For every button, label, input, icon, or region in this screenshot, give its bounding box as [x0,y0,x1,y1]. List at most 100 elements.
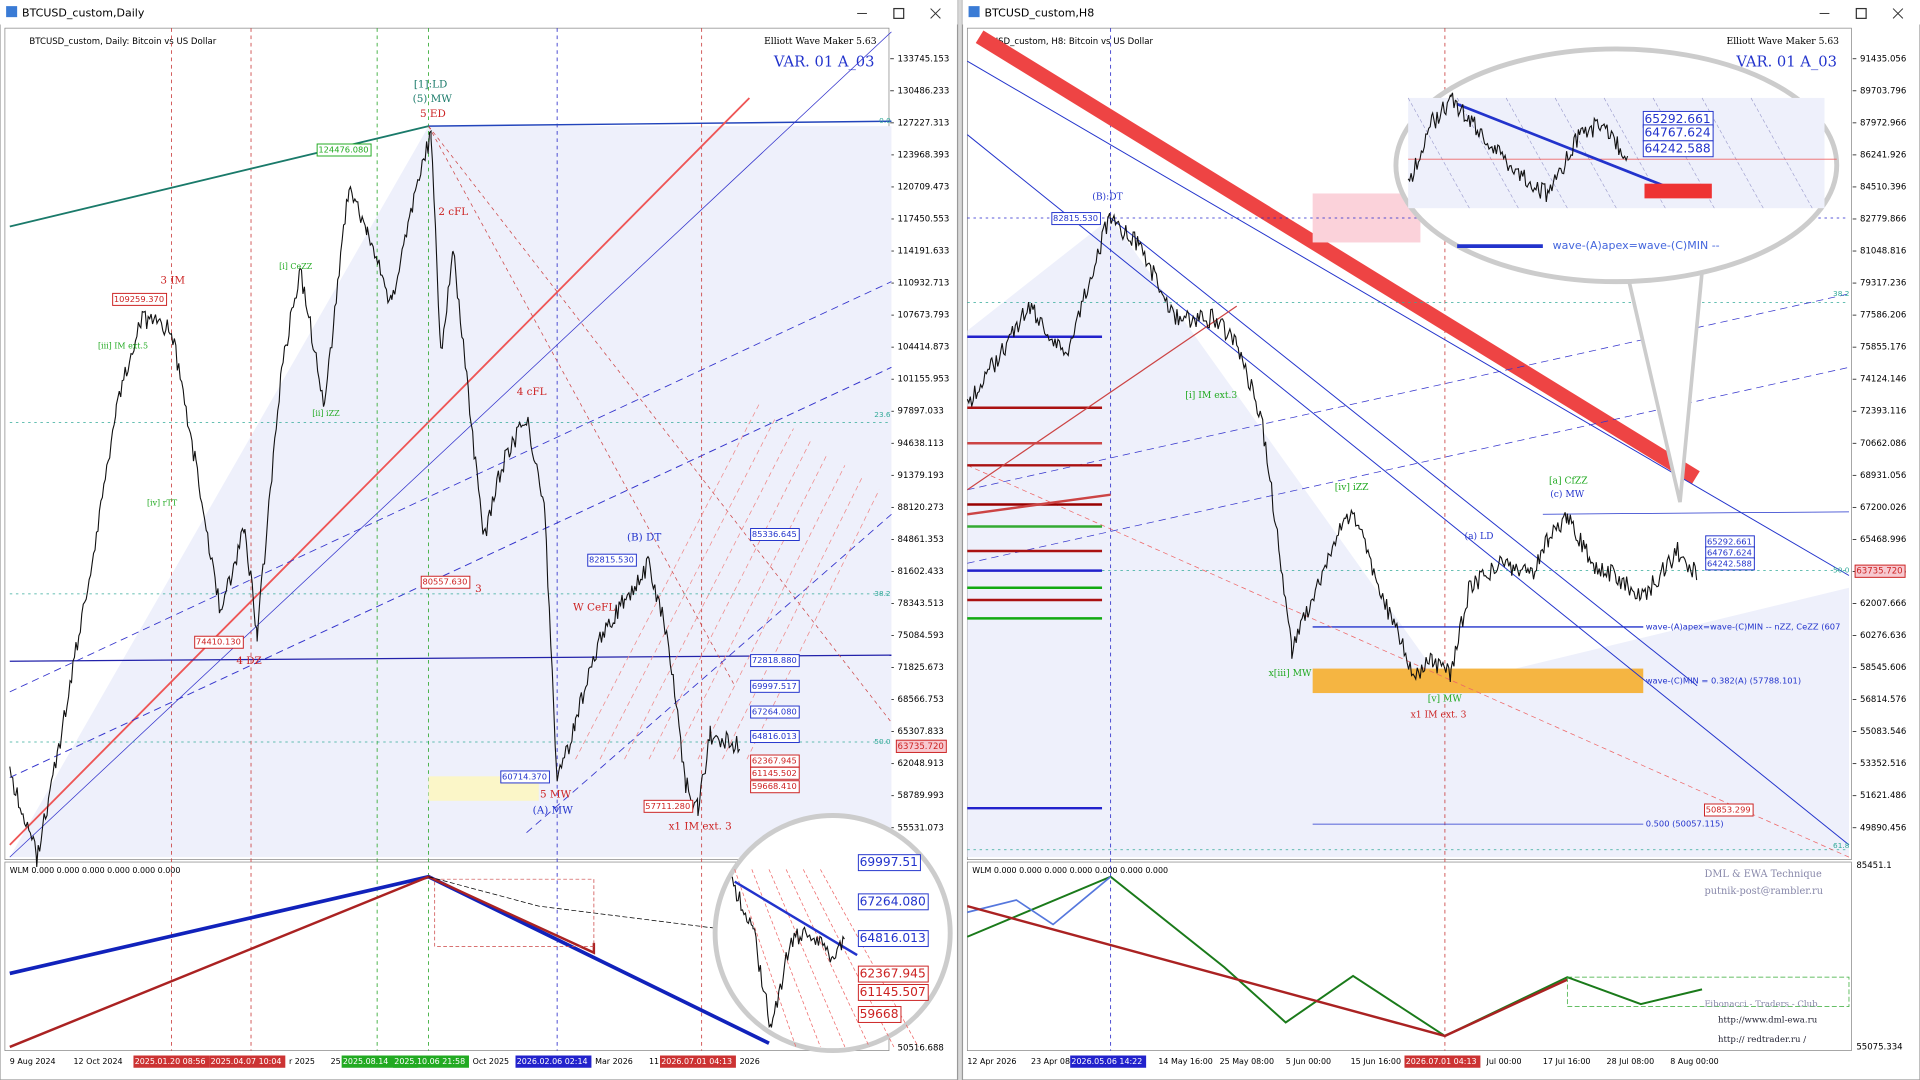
wave-label: [i] CeZZ [279,262,313,271]
price-tick-label: 133745.153 [898,54,950,64]
max-button[interactable] [893,7,905,19]
chart-line [1110,217,1698,687]
price-box: 80557.630 [420,575,471,589]
price-box-text: 64816.013 [752,731,797,741]
price-box-text: 62367.945 [752,756,797,766]
chart-line [746,489,880,760]
price-box-frame [750,730,800,744]
chart-line [1554,97,1617,209]
title-bar [962,0,1920,25]
date-tick-label: 2025.04.07 10:04 [211,1057,282,1066]
wave-label: [iv] iZZ [1335,482,1369,493]
price-box-frame [750,654,800,668]
indicator-box [1566,976,1850,1007]
price-box-text: 124476.080 [318,145,368,155]
chart-line [1542,511,1849,515]
price-tick-label: 91379.193 [898,471,944,481]
magnified-price-box-frame [857,930,929,948]
price-tick-label: 79317.236 [1860,279,1906,289]
chart-line [526,513,892,833]
date-tick-label: 2026.07.01 04:13 [1406,1057,1477,1066]
date-tick-label: Oct 2025 [473,1057,509,1066]
price-box: 124476.080 [316,143,372,157]
price-box: 69997.517 [750,679,800,693]
price-tick-label: 62007.666 [1860,599,1906,609]
indicator-line [966,875,1703,1038]
chart-line [673,452,829,760]
chart-line [575,403,760,760]
credit-text: DML & EWA Technique [1704,869,1821,880]
variant-label: VAR. 01 A_03 [1735,53,1837,70]
current-price: 63735.720 [1854,564,1906,578]
fib-level: 38.2 [1833,289,1849,298]
indicator-label: WLM 0.000 0.000 0.000 0.000 0.000 0.000 [10,866,181,875]
price-box-frame [643,799,694,813]
magnified-price-box: 69997.51 [857,854,921,872]
chart-line [1456,97,1519,209]
price-box-text: 72818.880 [752,655,797,665]
price-box-frame [1705,557,1755,571]
max-button[interactable] [1855,7,1867,19]
price-tick-label: 72393.116 [1860,407,1906,417]
fib-level: 61.8 [1833,841,1850,850]
price-tick-label: 84861.353 [898,535,944,545]
price-box: 74410.130 [194,635,244,649]
date-tick-label: 25 [331,1057,341,1066]
date-tick-label: 8 Aug 00:00 [1670,1057,1718,1066]
fib-level: 0.0 [879,116,891,125]
price-box-text: 67264.080 [752,707,797,717]
wave-label: 5 ED [420,108,446,120]
price-box-text: 65292.661 [1707,536,1752,546]
indicator-tick-label: 50516.688 [898,1044,944,1054]
price-box: 61145.502 [750,766,800,780]
price-tick-label: 130486.233 [898,86,950,96]
date-tick-label: 2026 [740,1057,760,1066]
chart-line [1750,97,1813,209]
price-tick-label: 65307.833 [898,727,944,737]
chart-line [9,366,892,778]
price-tick-label: 81602.433 [898,567,944,577]
price-box-text: 64242.588 [1707,558,1752,568]
date-tick-label: 2026.05.06 14:22 [1071,1057,1142,1066]
price-tick-label: 88120.273 [898,503,944,513]
window-icon [6,6,18,18]
indicator-line [428,876,735,931]
magnified-price-box: 67264.080 [857,893,929,911]
fib-level: 50.0 [1833,566,1850,575]
date-highlight [393,1055,469,1068]
price-tick-label: 82779.866 [1860,214,1906,224]
price-box-frame [750,705,800,719]
price-box-text: 59668.410 [752,781,797,791]
magnified-price-box-frame [857,1006,902,1023]
indicator-tick-label: 55075.334 [1856,1042,1902,1052]
magnified-label: wave-(A)apex=wave-(C)MIN -- [1553,239,1720,252]
price-tick-label: 62048.913 [898,759,944,769]
chart-line [9,654,892,662]
date-tick-label: 2026.07.01 04:13 [661,1057,732,1066]
chart-line [820,869,919,1048]
trend-band [975,30,1700,484]
date-highlight [660,1055,736,1068]
price-tick-label: 75084.593 [898,631,944,641]
current-price-text: 63735.720 [898,742,944,752]
price-tick-label: 91435.056 [1860,54,1906,64]
wave-label: W CeFL [573,601,615,613]
wave-label: [i] IM ext.3 [1185,390,1237,401]
price-box-frame [1704,803,1754,817]
date-tick-label: r 2025 [289,1057,315,1066]
price-tick-label: 53352.516 [1860,759,1906,769]
magnified-price-box-text: 65292.661 [1644,112,1710,126]
wave-label: x1 IM ext. 3 [1411,710,1467,721]
magnified-price-box-frame [857,854,921,872]
price-box-text: 82815.530 [589,555,634,565]
price-box: 82815.530 [1051,212,1101,226]
date-tick-label: 11 [649,1057,659,1066]
price-box-frame [750,679,800,693]
price-box: 59668.410 [750,780,800,794]
price-tick-label: 56814.576 [1860,695,1906,705]
wave-label: [a] CfZZ [1549,476,1588,487]
price-box: 85336.645 [750,528,800,541]
credit-text: http:// redtrader.ru / [1718,1035,1806,1045]
price-tick-label: 70662.086 [1860,439,1906,449]
chart-line [768,869,846,1048]
